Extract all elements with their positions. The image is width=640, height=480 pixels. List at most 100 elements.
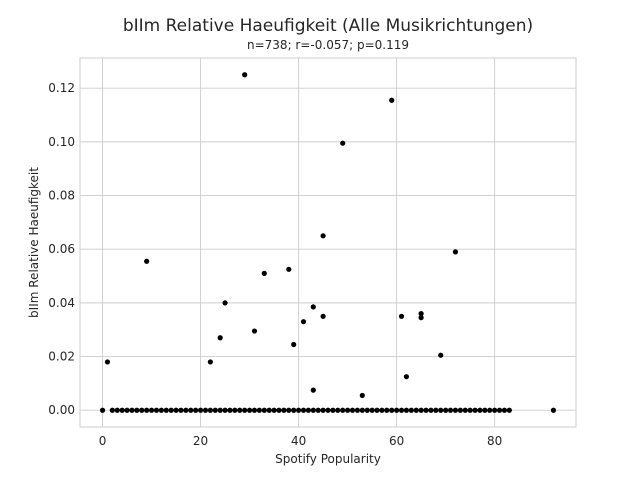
scatter-point [261,270,267,276]
scatter-point [291,341,297,348]
scatter-point [335,407,341,413]
scatter-point [305,407,311,413]
scatter-point [359,407,365,413]
scatter-point [433,407,439,413]
scatter-point [472,407,478,413]
scatter-point [148,407,155,413]
scatter-point [354,407,361,413]
scatter-point [349,407,356,413]
scatter-point [403,407,410,413]
scatter-point [227,407,233,413]
scatter-point [369,407,375,413]
x-tick-labels: 0 20 40 60 80 [99,434,503,448]
scatter-point [158,407,164,413]
scatter-point [295,407,302,413]
scatter-point [379,407,385,413]
scatter-point [168,407,174,413]
scatter-point [109,407,115,413]
scatter-point [222,407,228,413]
scatter-point [374,407,380,413]
scatter-point [452,249,459,255]
scatter-point [300,407,307,413]
scatter-point [423,407,429,413]
scatter-point [550,407,557,413]
scatter-point [310,407,316,413]
scatter-point [418,311,424,317]
scatter-point [183,407,189,413]
y-tick-label: 0.06 [48,242,75,256]
scatter-point [129,407,135,413]
scatter-point [428,407,434,413]
scatter-point [144,407,150,413]
y-tick-label: 0.12 [48,81,75,95]
scatter-point [114,407,120,413]
scatter-point [389,97,395,103]
scatter-point [242,72,248,78]
scatter-point [462,407,468,413]
scatter-point [364,407,370,413]
scatter-point [104,359,111,365]
scatter-point [310,304,316,310]
scatter-point [418,407,424,413]
scatter-point [291,407,297,413]
scatter-point [266,407,272,413]
scatter-point [232,407,238,413]
scatter-point [139,407,145,413]
scatter-point [487,407,493,413]
scatter-point [207,359,213,365]
scatter-point [394,407,400,413]
scatter-point [207,407,213,413]
scatter-point [443,407,449,413]
x-tick-label: 80 [487,434,502,448]
scatter-point [482,407,488,413]
scatter-point [398,313,405,319]
scatter-point [398,407,405,413]
scatter-point [496,407,503,413]
chart-title: bIIm Relative Haeufigkeit (Alle Musikric… [123,16,533,36]
scatter-point [251,407,258,413]
scatter-point [452,407,459,413]
y-tick-labels: 0.00 0.02 0.04 0.06 0.08 0.10 0.12 [48,81,75,417]
scatter-point [286,407,292,413]
y-tick-label: 0.10 [48,135,75,149]
y-tick-label: 0.08 [48,189,75,203]
scatter-point [438,352,444,358]
scatter-point [261,407,267,413]
scatter-point [202,407,209,413]
scatter-point [251,328,258,334]
scatter-point [188,407,194,413]
y-tick-label: 0.00 [48,403,75,417]
scatter-point [438,407,444,413]
scatter-point [153,407,160,413]
scatter-point [320,313,326,319]
scatter-point [144,258,150,264]
scatter-point [237,407,243,413]
x-tick-label: 20 [193,434,208,448]
scatter-point [286,266,292,272]
scatter-point [300,319,307,325]
chart-subtitle: n=738; r=-0.057; p=0.119 [247,38,409,52]
scatter-point [163,407,169,413]
scatter-point [276,407,282,413]
scatter-point [506,407,512,413]
scatter-point [340,140,346,146]
scatter-point [217,335,223,341]
scatter-point [212,407,218,413]
scatter-point [325,407,331,413]
scatter-point [501,407,508,413]
x-tick-label: 0 [99,434,107,448]
x-tick-label: 60 [389,434,404,448]
scatter-point [246,407,253,413]
scatter-point [359,392,365,399]
scatter-point [345,407,351,413]
scatter-point [197,407,204,413]
scatter-point [193,407,199,413]
scatter-point [320,233,326,239]
scatter-point [271,407,277,413]
scatter-point [389,407,395,413]
scatter-point [384,407,390,413]
scatter-point [418,315,424,321]
x-axis-label: Spotify Popularity [275,452,381,466]
plot-area [79,57,577,428]
